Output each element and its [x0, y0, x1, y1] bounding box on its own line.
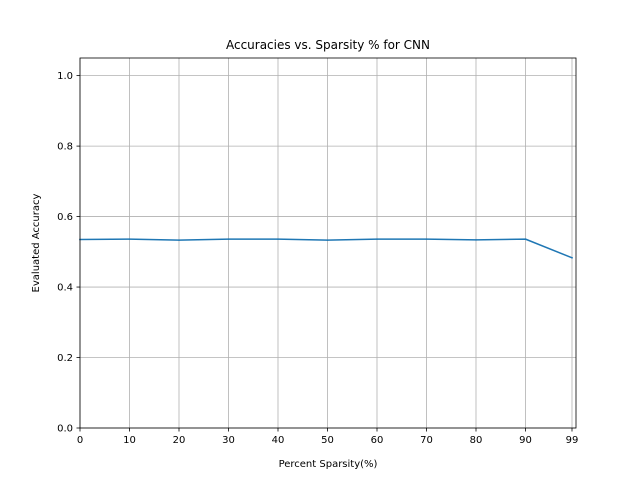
- x-tick-label: 99: [566, 435, 579, 446]
- y-tick-label: 1.0: [57, 71, 73, 82]
- y-axis-label: Evaluated Accuracy: [31, 193, 42, 292]
- y-tick-label: 0.6: [57, 212, 73, 223]
- x-tick-label: 10: [123, 435, 136, 446]
- series-layer: [79, 238, 573, 259]
- plot-frame: [79, 57, 577, 429]
- x-tick-label: 50: [321, 435, 334, 446]
- x-tick-label: 0: [77, 435, 83, 446]
- x-axis-label: Percent Sparsity(%): [279, 459, 378, 470]
- x-tick-label: 40: [272, 435, 285, 446]
- y-tick-label: 0.8: [57, 142, 73, 153]
- data-point: [475, 239, 477, 241]
- x-tick-label: 60: [371, 435, 384, 446]
- x-tick-label: 20: [173, 435, 186, 446]
- x-tick-label: 70: [420, 435, 433, 446]
- data-point: [178, 239, 180, 241]
- data-point: [376, 238, 378, 240]
- data-point: [326, 239, 329, 241]
- data-point: [571, 257, 573, 259]
- data-point: [277, 238, 279, 240]
- x-tick-label: 80: [470, 435, 483, 446]
- x-tick-label: 30: [222, 435, 235, 446]
- x-tick-label: 90: [519, 435, 532, 446]
- y-axis: 0.0 0.2 0.4 0.6 0.8 1.0: [57, 71, 80, 435]
- data-point: [524, 238, 527, 240]
- grid: [79, 58, 576, 429]
- y-tick-label: 0.4: [57, 283, 73, 294]
- x-axis: 0 10 20 30 40 50 60 70 80 90 99: [77, 428, 579, 446]
- data-point: [128, 238, 131, 240]
- data-point: [425, 238, 428, 240]
- y-tick-label: 0.2: [57, 353, 73, 364]
- chart-title: Accuracies vs. Sparsity % for CNN: [226, 38, 430, 52]
- y-tick-label: 0.0: [57, 424, 73, 435]
- data-point: [227, 238, 230, 240]
